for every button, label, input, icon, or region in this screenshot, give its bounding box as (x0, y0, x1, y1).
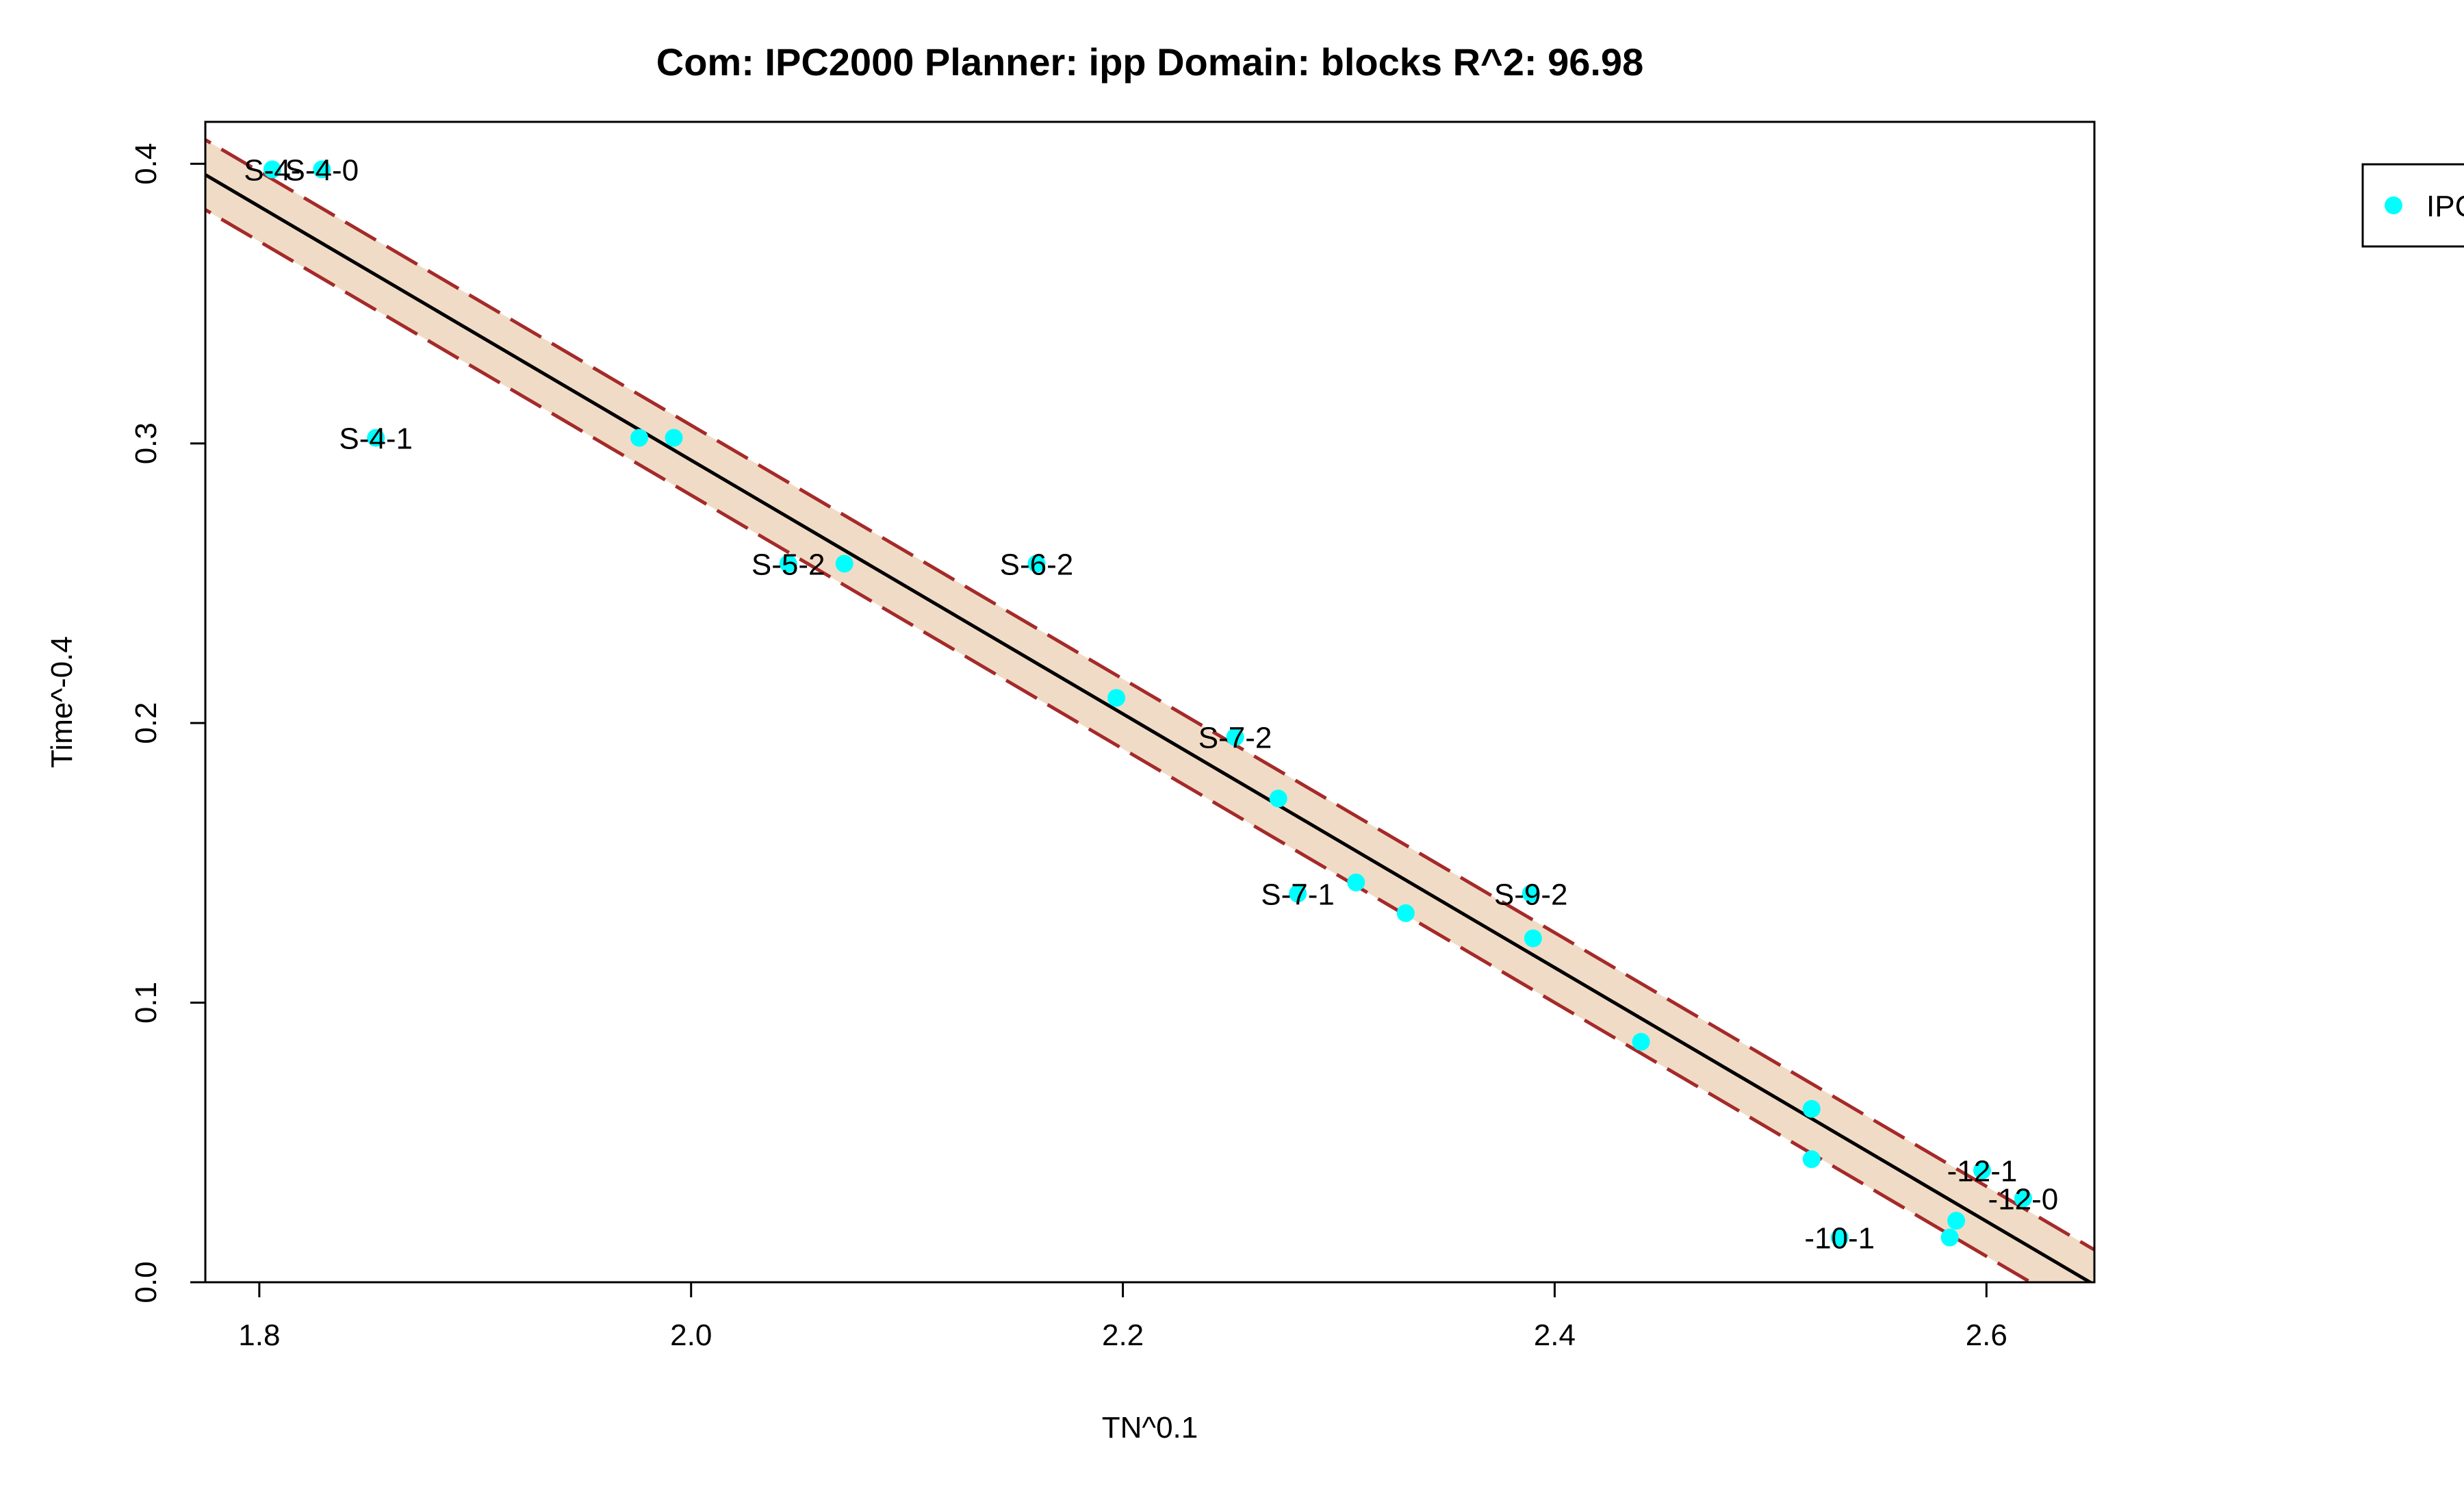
y-tick-label: 0.4 (129, 143, 163, 185)
data-point (1107, 689, 1126, 707)
data-point (1522, 885, 1540, 903)
data-point (1396, 904, 1415, 922)
data-point (1632, 1032, 1650, 1051)
x-tick-label: 2.2 (1102, 1319, 1144, 1352)
data-point (1947, 1212, 1966, 1230)
data-point (367, 429, 385, 447)
y-tick-label: 0.1 (129, 982, 163, 1023)
data-point (263, 160, 281, 179)
data-point (779, 555, 797, 573)
confidence-band (205, 140, 2094, 1282)
legend-entry: IPC (2426, 190, 2464, 223)
x-axis: 1.8 2.0 2.2 2.4 2.6 (238, 1281, 2007, 1352)
x-tick-label: 1.8 (238, 1319, 280, 1352)
data-point (835, 555, 854, 573)
chart-title: Com: IPC2000 Planner: ipp Domain: blocks… (656, 40, 1643, 84)
point-label: -10-1 (1804, 1222, 1875, 1256)
point-label: S-7-1 (1261, 878, 1335, 911)
upper-band-line (205, 138, 2094, 1252)
data-point (1802, 1099, 1821, 1118)
data-points (263, 160, 2032, 1247)
point-label: -12-1 (1947, 1155, 2018, 1188)
data-point (2014, 1189, 2032, 1208)
point-labels: S-4-S-4-0 S-4-1 S-5-2 S-6-2 S-7-2 S-7-1 S-9-2 -… (244, 153, 2058, 1255)
y-tick-label: 0.2 (129, 702, 163, 744)
fit-line (205, 173, 2094, 1282)
point-label: S-4- (244, 153, 300, 187)
data-point (1524, 929, 1542, 947)
point-label: -12-0 (1988, 1182, 2059, 1216)
data-point (1973, 1161, 1991, 1180)
data-point (1830, 1228, 1849, 1247)
legend-box (2361, 163, 2464, 248)
legend: IPC (2361, 163, 2464, 248)
y-tick-label: 0.3 (129, 422, 163, 464)
data-point (1289, 885, 1307, 903)
data-point (1940, 1228, 1959, 1247)
data-point (1347, 873, 1365, 891)
point-label: S-9-2 (1494, 878, 1568, 911)
plot-region (205, 138, 2094, 1282)
point-label: S-6-2 (1000, 548, 1074, 581)
point-label: S-4-0 (285, 153, 359, 187)
data-point (665, 429, 683, 447)
y-axis-label: Time^-0.4 (45, 636, 79, 768)
data-point (1269, 789, 1287, 808)
data-point (1802, 1150, 1821, 1169)
data-point (1226, 728, 1244, 746)
lower-band-line (205, 207, 2034, 1282)
y-tick-label: 0.0 (129, 1261, 163, 1303)
x-axis-label: TN^0.1 (1102, 1411, 1198, 1445)
data-point (313, 160, 331, 179)
x-tick-label: 2.0 (670, 1319, 712, 1352)
point-label: S-4-1 (339, 422, 413, 456)
data-point (1027, 555, 1046, 573)
legend-marker (2385, 196, 2402, 214)
point-label: S-5-2 (752, 548, 825, 581)
x-tick-label: 2.4 (1534, 1319, 1576, 1352)
point-label: S-7-2 (1198, 722, 1272, 755)
y-axis: 0.0 0.1 0.2 0.3 0.4 (129, 143, 207, 1303)
x-tick-label: 2.6 (1966, 1319, 2007, 1352)
data-point (630, 429, 649, 447)
